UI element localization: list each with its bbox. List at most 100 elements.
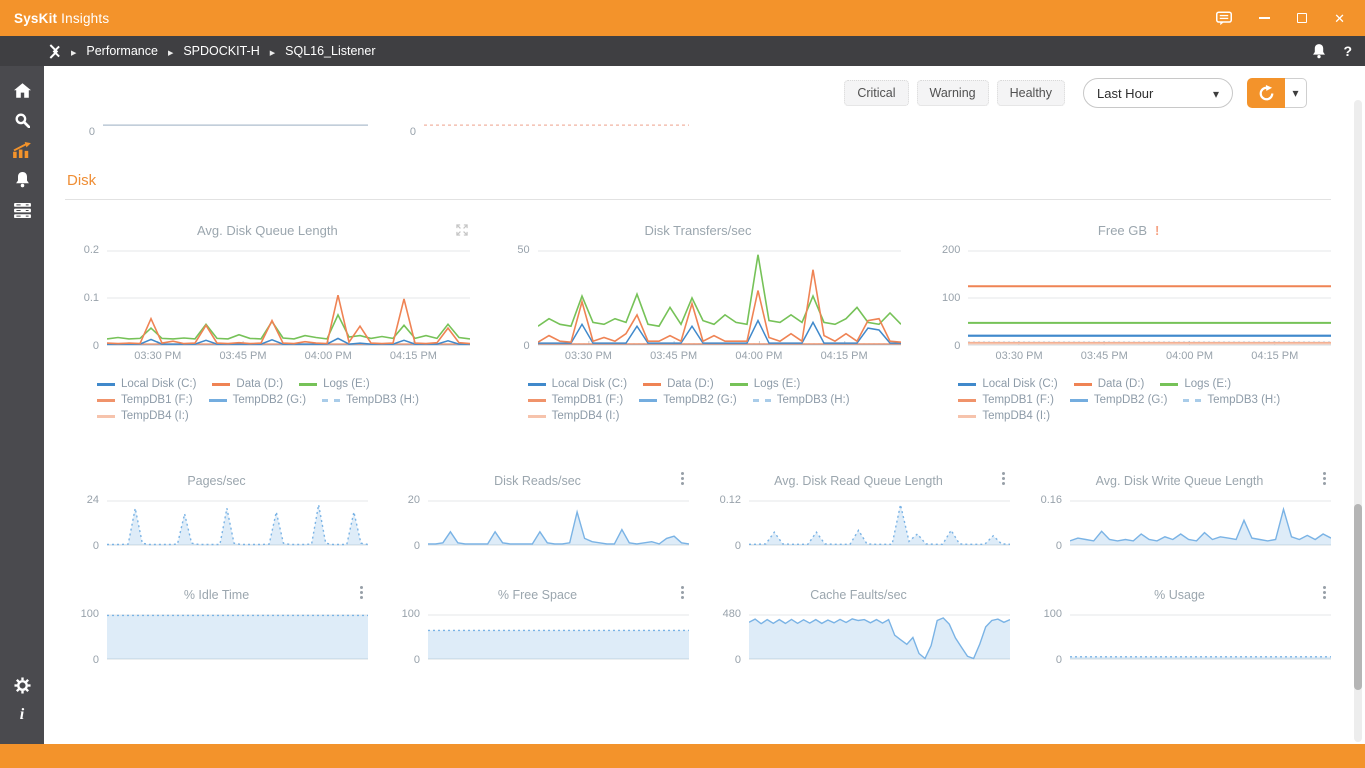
legend-item[interactable]: TempDB2 (G:) bbox=[208, 394, 306, 406]
legend-item[interactable]: TempDB2 (G:) bbox=[1069, 394, 1167, 406]
axis-tick-label: 0 bbox=[413, 654, 420, 666]
area-chart[interactable] bbox=[1070, 614, 1331, 660]
legend-item[interactable]: TempDB2 (G:) bbox=[639, 394, 737, 406]
legend-item[interactable]: TempDB3 (H:) bbox=[1183, 394, 1280, 406]
vertical-scrollbar[interactable] bbox=[1354, 100, 1362, 742]
refresh-options-button[interactable] bbox=[1285, 78, 1307, 108]
area-chart[interactable] bbox=[749, 500, 1010, 546]
legend-item[interactable]: TempDB4 (I:) bbox=[958, 410, 1050, 422]
expand-icon[interactable] bbox=[455, 224, 468, 236]
legend-item[interactable]: Logs (E:) bbox=[729, 378, 800, 390]
legend-swatch bbox=[97, 382, 115, 386]
kebab-menu-icon[interactable] bbox=[1002, 477, 1005, 480]
kebab-menu-icon[interactable] bbox=[681, 477, 684, 480]
chart-legend: Local Disk (C:) Data (D:) Logs (E:) TempDB1… bbox=[958, 378, 1331, 422]
chart-pages-sec: Pages/sec 24 0 bbox=[65, 468, 368, 552]
legend-label: Data (D:) bbox=[667, 378, 714, 390]
sidebar-item-search[interactable] bbox=[0, 105, 44, 135]
filter-toolbar: Critical Warning Healthy Last Hour bbox=[65, 78, 1307, 108]
area-chart[interactable] bbox=[107, 614, 368, 660]
legend-item[interactable]: Local Disk (C:) bbox=[958, 378, 1058, 390]
y-axis: 480 0 bbox=[707, 608, 749, 666]
line-chart[interactable] bbox=[968, 250, 1332, 346]
app-brand: SysKit Insights bbox=[14, 11, 109, 26]
legend-label: TempDB3 (H:) bbox=[1207, 394, 1281, 406]
feedback-icon[interactable] bbox=[1216, 9, 1233, 27]
scrollbar-thumb[interactable] bbox=[1354, 504, 1362, 690]
y-axis: 20 0 bbox=[386, 494, 428, 552]
syskit-logo-icon[interactable] bbox=[48, 43, 61, 59]
y-axis: 200 100 0 bbox=[926, 244, 968, 352]
kebab-menu-icon[interactable] bbox=[1323, 591, 1326, 594]
time-tick-label: 03:45 PM bbox=[650, 350, 698, 362]
legend-item[interactable]: Data (D:) bbox=[212, 378, 283, 390]
area-chart[interactable] bbox=[1070, 500, 1331, 546]
minimize-button[interactable] bbox=[1259, 9, 1271, 27]
legend-item[interactable]: Logs (E:) bbox=[299, 378, 370, 390]
sidebar-item-about[interactable]: i bbox=[0, 700, 44, 730]
chevron-down-icon bbox=[1213, 86, 1219, 101]
breadcrumb-item-listener[interactable]: SQL16_Listener bbox=[285, 44, 376, 58]
filter-chip-critical[interactable]: Critical bbox=[844, 80, 909, 106]
legend-label: TempDB4 (I:) bbox=[121, 410, 189, 422]
legend-item[interactable]: Local Disk (C:) bbox=[527, 378, 627, 390]
kebab-menu-icon[interactable] bbox=[1323, 477, 1326, 480]
notifications-bell-icon[interactable] bbox=[1312, 43, 1326, 59]
sidebar-item-home[interactable] bbox=[0, 75, 44, 105]
sidebar-item-performance[interactable] bbox=[0, 135, 44, 165]
axis-tick-label: 24 bbox=[86, 494, 99, 506]
legend-item[interactable]: Data (D:) bbox=[1073, 378, 1144, 390]
legend-label: TempDB3 (H:) bbox=[346, 394, 419, 406]
legend-item[interactable]: TempDB4 (I:) bbox=[97, 410, 189, 422]
maximize-button[interactable] bbox=[1297, 9, 1308, 27]
refresh-button[interactable] bbox=[1247, 78, 1285, 108]
legend-item[interactable]: TempDB4 (I:) bbox=[527, 410, 620, 422]
legend-item[interactable]: Data (D:) bbox=[643, 378, 714, 390]
legend-swatch bbox=[97, 398, 115, 402]
legend-label: Logs (E:) bbox=[323, 378, 370, 390]
line-chart[interactable] bbox=[103, 116, 368, 132]
legend-swatch bbox=[208, 398, 227, 402]
breadcrumb-separator-icon bbox=[168, 44, 173, 58]
legend-item[interactable]: Local Disk (C:) bbox=[97, 378, 196, 390]
line-chart[interactable] bbox=[424, 116, 689, 132]
time-range-select[interactable]: Last Hour bbox=[1083, 78, 1233, 108]
area-chart[interactable] bbox=[749, 614, 1010, 660]
sidebar-item-settings[interactable] bbox=[0, 670, 44, 700]
legend-item[interactable]: TempDB1 (F:) bbox=[97, 394, 193, 406]
area-chart[interactable] bbox=[428, 500, 689, 546]
kebab-menu-icon[interactable] bbox=[681, 591, 684, 594]
legend-item[interactable]: TempDB1 (F:) bbox=[527, 394, 623, 406]
close-button[interactable]: ✕ bbox=[1334, 9, 1345, 27]
legend-swatch bbox=[752, 398, 771, 402]
legend-label: TempDB4 (I:) bbox=[551, 410, 620, 422]
help-icon[interactable]: ? bbox=[1343, 43, 1352, 59]
breadcrumb-item-performance[interactable]: Performance bbox=[86, 44, 158, 58]
chart-title: Avg. Disk Read Queue Length bbox=[774, 474, 943, 488]
kebab-menu-icon[interactable] bbox=[360, 591, 363, 594]
line-chart[interactable] bbox=[107, 250, 470, 346]
chart-title: Disk Transfers/sec bbox=[644, 223, 752, 238]
breadcrumb-item-server[interactable]: SPDOCKIT-H bbox=[183, 44, 260, 58]
time-tick-label: 04:00 PM bbox=[304, 350, 352, 362]
y-axis: 24 0 bbox=[65, 494, 107, 552]
legend-item[interactable]: TempDB3 (H:) bbox=[752, 394, 850, 406]
sidebar-item-servers[interactable] bbox=[0, 195, 44, 225]
area-chart[interactable] bbox=[428, 614, 689, 660]
sidebar-item-alerts[interactable] bbox=[0, 165, 44, 195]
filter-chip-warning[interactable]: Warning bbox=[916, 80, 989, 106]
legend-item[interactable]: Logs (E:) bbox=[1160, 378, 1231, 390]
axis-tick-label: 0 bbox=[1055, 654, 1062, 666]
warning-icon[interactable]: ! bbox=[1155, 223, 1160, 238]
line-chart[interactable] bbox=[537, 250, 901, 346]
legend-item[interactable]: TempDB3 (H:) bbox=[322, 394, 419, 406]
area-chart[interactable] bbox=[107, 500, 368, 546]
legend-swatch bbox=[958, 398, 977, 402]
time-tick-label: 03:30 PM bbox=[564, 350, 612, 362]
axis-tick-label: 0 bbox=[92, 540, 99, 552]
legend-swatch bbox=[212, 382, 231, 386]
filter-chip-healthy[interactable]: Healthy bbox=[996, 80, 1065, 106]
legend-swatch bbox=[1073, 382, 1092, 386]
time-tick-label: 04:15 PM bbox=[389, 350, 437, 362]
legend-item[interactable]: TempDB1 (F:) bbox=[958, 394, 1054, 406]
